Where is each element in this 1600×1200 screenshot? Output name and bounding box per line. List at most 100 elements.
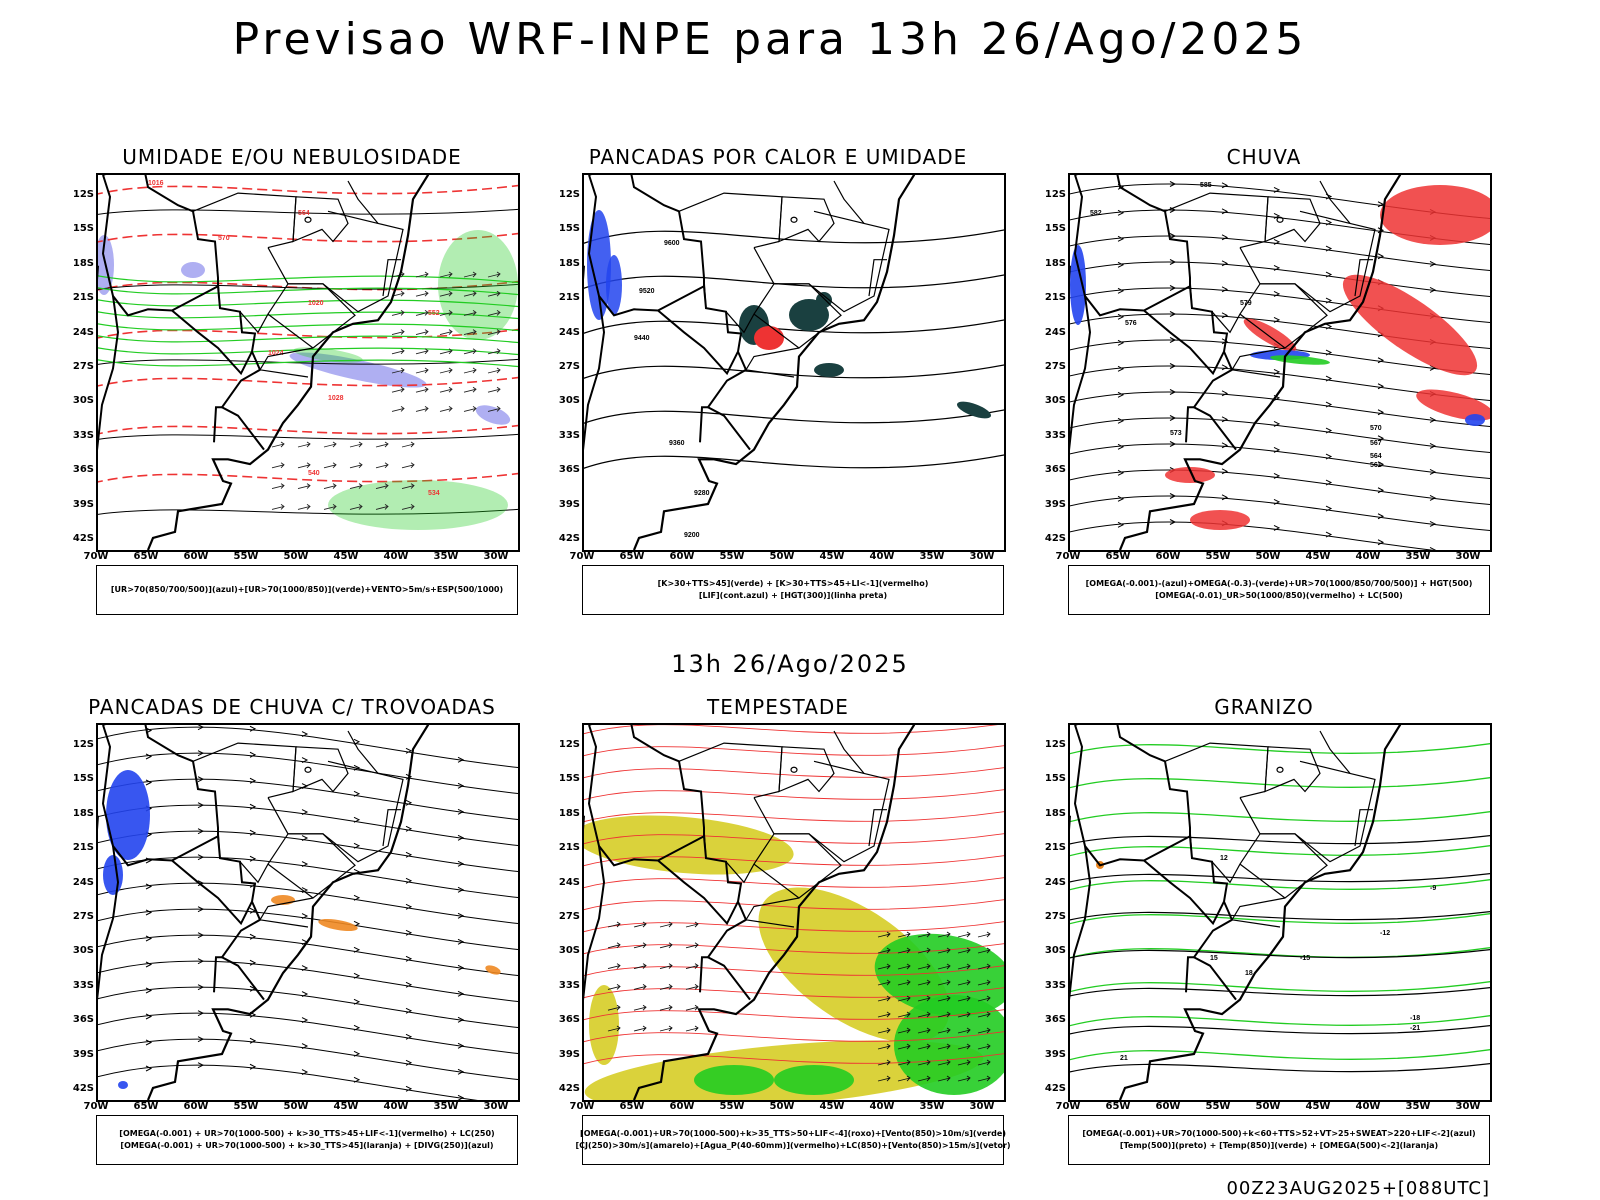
streamline-arrow xyxy=(301,809,309,815)
wind-vector xyxy=(977,979,991,986)
lat-tick-label: 30S xyxy=(1044,395,1066,407)
lon-tick-label: 60W xyxy=(183,551,209,562)
temp500-contour xyxy=(1070,834,1490,845)
federal-district xyxy=(304,216,312,223)
streamline-arrow xyxy=(1169,337,1177,343)
lon-tick-label: 50W xyxy=(769,1101,795,1112)
streamline-arrow xyxy=(1221,286,1229,293)
streamline-arrow xyxy=(1117,443,1125,450)
streamline-arrow xyxy=(145,883,153,890)
lat-tick-label: 21S xyxy=(72,842,94,854)
streamline-arrow xyxy=(1273,498,1281,505)
state-border xyxy=(868,259,887,297)
lat-tick-label: 12S xyxy=(1044,739,1066,750)
wind-vector xyxy=(897,1043,911,1050)
map-trovoadas xyxy=(98,725,518,1100)
contour-label: 564 xyxy=(298,210,310,217)
humid-low-area xyxy=(328,480,508,530)
wind-vector xyxy=(375,483,389,490)
country-border xyxy=(1073,725,1191,867)
lc850-streamline xyxy=(584,767,1004,779)
wind-vector xyxy=(487,271,501,278)
lat-tick-label: 27S xyxy=(558,361,580,372)
streamline-arrow xyxy=(405,1007,413,1014)
state-border xyxy=(774,760,890,863)
country-border xyxy=(98,845,120,1001)
streamline-arrow xyxy=(1325,453,1333,460)
streamline-arrow xyxy=(249,1037,257,1044)
country-border xyxy=(1070,845,1092,1001)
streamline-arrow xyxy=(405,929,413,936)
streamline xyxy=(98,934,518,976)
wind-vector xyxy=(917,1027,931,1034)
country-border xyxy=(1070,295,1092,451)
streamline-arrow xyxy=(1377,461,1385,468)
streamline-arrow xyxy=(1169,441,1177,447)
contour-label: 582 xyxy=(1090,210,1102,217)
streamline-group xyxy=(98,725,518,1100)
streamline-arrow xyxy=(353,920,361,927)
streamline-arrow xyxy=(1169,181,1177,187)
streamline xyxy=(1070,391,1490,428)
temp850-contour-group xyxy=(1070,743,1490,1061)
wind-vector xyxy=(633,1025,647,1032)
contour-label: 561 xyxy=(1370,462,1382,469)
wind-vector xyxy=(607,921,621,928)
streamline-arrow xyxy=(1325,401,1333,408)
country-border xyxy=(706,351,751,451)
rain-area xyxy=(1342,274,1478,376)
wind-vector xyxy=(957,963,971,970)
streamline-arrow xyxy=(1221,468,1229,475)
heat-shower-area xyxy=(789,299,829,331)
wind-vector xyxy=(659,984,673,990)
streamline-arrow xyxy=(1273,316,1281,323)
wind-vector xyxy=(659,921,673,928)
wind-vector xyxy=(271,441,285,448)
wind-vector xyxy=(897,1059,911,1066)
streamline-arrow xyxy=(405,955,413,962)
lon-tick-label: 40W xyxy=(869,551,895,562)
contour-label: 9520 xyxy=(639,288,655,295)
streamline-arrow xyxy=(145,987,153,994)
state-border xyxy=(288,760,404,863)
country-border xyxy=(589,725,705,837)
streamline-arrow xyxy=(1169,363,1177,369)
lat-tick-label: 36S xyxy=(72,1014,94,1026)
streamline-arrow xyxy=(1117,287,1125,294)
streamline-arrow xyxy=(405,1033,413,1040)
state-border xyxy=(259,347,314,378)
state-border xyxy=(1231,347,1286,378)
wind-vector xyxy=(607,963,621,970)
rain-area xyxy=(1380,185,1490,245)
temp850-contour xyxy=(1070,743,1490,755)
lon-tick-label: 30W xyxy=(483,1101,509,1112)
wind-vector xyxy=(297,504,311,510)
streamline-arrow xyxy=(1117,313,1125,320)
wind-vector xyxy=(633,963,647,970)
streamline-arrow xyxy=(1377,357,1385,364)
country-border xyxy=(703,286,743,352)
humid-low-area xyxy=(438,230,518,340)
panel-umidade: UMIDADE E/OU NEBULOSIDADE 1016 1020 1024 10… xyxy=(52,145,532,625)
state-border xyxy=(259,897,314,928)
lat-tick-label: 39S xyxy=(558,1048,580,1060)
lat-tick-label: 15S xyxy=(558,223,580,235)
panel-title: TEMPESTADE xyxy=(707,695,849,719)
streamline xyxy=(1070,417,1490,454)
streamline-arrow xyxy=(145,935,153,942)
streamline-arrow xyxy=(1325,505,1333,512)
streamline-arrow xyxy=(1325,479,1333,486)
temp850-contour xyxy=(1070,947,1490,959)
streamline-arrow xyxy=(301,1069,309,1075)
lon-tick-label: 30W xyxy=(969,1101,995,1112)
lat-tick-label: 21S xyxy=(72,292,94,304)
wind-vector xyxy=(375,462,389,469)
lon-tick-label: 55W xyxy=(233,1101,259,1112)
state-border xyxy=(192,192,297,249)
streamline-arrow xyxy=(1169,285,1177,291)
country-border xyxy=(98,295,120,451)
wind-vector xyxy=(439,386,453,393)
streamline xyxy=(98,908,518,950)
state-border xyxy=(347,730,379,774)
map-tempestade xyxy=(584,725,1004,1100)
